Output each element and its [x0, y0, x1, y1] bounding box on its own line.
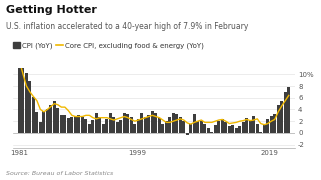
Bar	[221, 119, 224, 133]
Bar	[42, 111, 45, 133]
Legend: CPI (YoY), Core CPI, excluding food & energy (YoY): CPI (YoY), Core CPI, excluding food & en…	[10, 39, 206, 52]
Bar	[116, 122, 119, 133]
Bar	[151, 111, 154, 133]
Bar	[102, 123, 105, 133]
Bar	[235, 128, 238, 133]
Bar	[214, 125, 217, 133]
Bar	[119, 120, 122, 133]
Bar	[25, 73, 28, 133]
Bar	[137, 120, 140, 133]
Bar	[252, 116, 255, 133]
Bar	[245, 118, 248, 133]
Bar	[179, 116, 182, 133]
Bar	[200, 121, 203, 133]
Bar	[242, 122, 245, 133]
Bar	[172, 113, 175, 133]
Bar	[207, 128, 210, 133]
Bar	[280, 101, 283, 133]
Bar	[154, 113, 157, 133]
Bar	[109, 113, 112, 133]
Bar	[196, 121, 199, 133]
Bar	[193, 114, 196, 133]
Bar	[88, 123, 91, 133]
Bar	[67, 118, 70, 133]
Bar	[74, 116, 77, 133]
Bar	[32, 96, 35, 133]
Bar	[123, 113, 126, 133]
Bar	[158, 118, 161, 133]
Bar	[270, 116, 273, 133]
Bar	[81, 116, 84, 133]
Bar	[105, 120, 108, 133]
Bar	[238, 126, 241, 133]
Bar	[168, 117, 171, 133]
Bar	[140, 113, 143, 133]
Bar	[130, 116, 133, 133]
Bar	[126, 114, 129, 133]
Bar	[35, 112, 39, 133]
Bar	[231, 125, 234, 133]
Bar	[210, 132, 213, 133]
Bar	[147, 115, 150, 133]
Text: Getting Hotter: Getting Hotter	[6, 5, 97, 15]
Bar	[22, 64, 24, 133]
Bar	[70, 116, 73, 133]
Bar	[64, 115, 66, 133]
Bar	[18, 54, 21, 133]
Text: U.S. inflation accelerated to a 40-year high of 7.9% in February: U.S. inflation accelerated to a 40-year …	[6, 22, 249, 31]
Bar	[203, 124, 206, 133]
Bar	[287, 87, 290, 133]
Bar	[284, 92, 287, 133]
Bar	[175, 114, 178, 133]
Bar	[53, 101, 56, 133]
Bar	[256, 124, 259, 133]
Bar	[266, 120, 269, 133]
Bar	[56, 108, 59, 133]
Bar	[165, 121, 168, 133]
Bar	[112, 116, 115, 133]
Bar	[217, 121, 220, 133]
Bar	[186, 133, 189, 135]
Bar	[259, 132, 262, 133]
Bar	[249, 121, 252, 133]
Bar	[224, 122, 227, 133]
Bar	[99, 116, 101, 133]
Bar	[46, 109, 49, 133]
Bar	[91, 120, 94, 133]
Bar	[144, 116, 147, 133]
Text: Source: Bureau of Labor Statistics: Source: Bureau of Labor Statistics	[6, 171, 114, 176]
Bar	[182, 121, 185, 133]
Bar	[77, 115, 80, 133]
Bar	[60, 115, 63, 133]
Bar	[277, 105, 280, 133]
Bar	[39, 122, 42, 133]
Bar	[273, 114, 276, 133]
Bar	[133, 124, 136, 133]
Bar	[49, 105, 52, 133]
Bar	[228, 126, 231, 133]
Bar	[95, 113, 98, 133]
Bar	[84, 120, 87, 133]
Bar	[189, 123, 192, 133]
Bar	[263, 125, 266, 133]
Bar	[161, 124, 164, 133]
Bar	[29, 81, 31, 133]
